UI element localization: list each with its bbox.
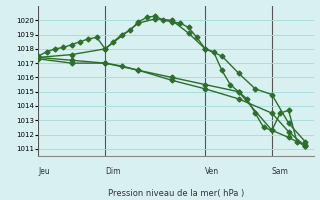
Text: Sam: Sam <box>272 167 289 176</box>
Text: Jeu: Jeu <box>38 167 50 176</box>
Text: Ven: Ven <box>205 167 219 176</box>
Text: Pression niveau de la mer( hPa ): Pression niveau de la mer( hPa ) <box>108 189 244 198</box>
Text: Dim: Dim <box>105 167 121 176</box>
